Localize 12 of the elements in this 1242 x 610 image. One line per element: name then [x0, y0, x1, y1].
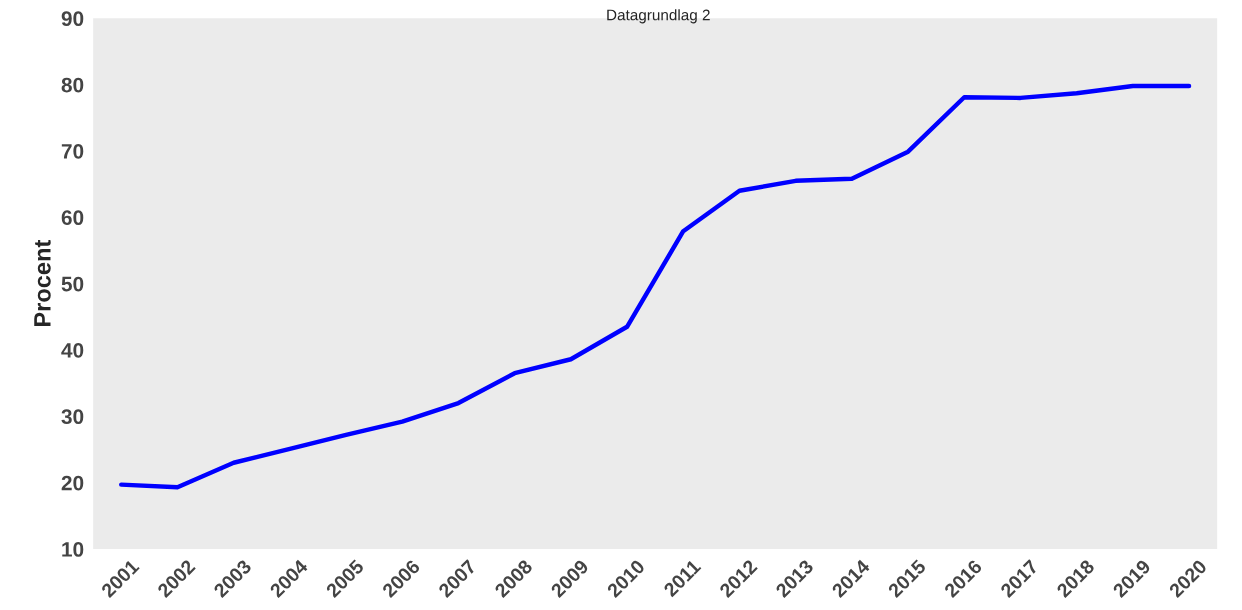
y-tick-label: 30 [61, 409, 84, 425]
y-tick-label: 40 [61, 342, 84, 358]
y-tick-label: 10 [62, 542, 84, 557]
y-tick-label: 70 [61, 143, 84, 159]
line-series [119, 83, 1192, 490]
y-tick-label: 50 [61, 276, 84, 292]
y-tick-label: 60 [61, 210, 84, 226]
y-axis-title: Procent [34, 239, 51, 327]
y-tick-label: 20 [61, 475, 84, 491]
chart-title: Datagrundlag 2 [607, 9, 710, 24]
y-tick-label: 80 [61, 77, 84, 93]
y-tick-label: 90 [61, 11, 84, 27]
